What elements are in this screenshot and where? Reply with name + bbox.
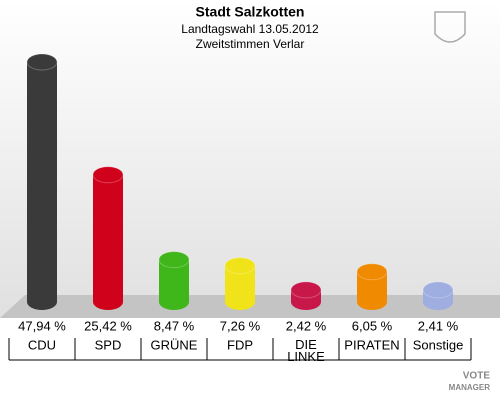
value-label: 2,41 % — [418, 318, 459, 333]
x-tick-label: SPD — [95, 337, 122, 352]
x-tick-label: Sonstige — [413, 337, 464, 352]
chart-subtitle: Landtagswahl 13.05.2012 — [181, 22, 319, 36]
value-label: 47,94 % — [18, 318, 66, 333]
chart-title: Stadt Salzkotten — [196, 4, 305, 20]
value-label: 2,42 % — [286, 318, 327, 333]
bar-cap — [290, 281, 322, 299]
bar-cap — [158, 251, 190, 269]
bar-cap — [356, 263, 388, 281]
x-tick-label: GRÜNE — [151, 337, 198, 352]
x-tick-label: FDP — [227, 337, 253, 352]
bar-cap — [92, 166, 124, 184]
value-label: 25,42 % — [84, 318, 132, 333]
bar-cap — [422, 281, 454, 299]
bar — [93, 174, 123, 302]
watermark: VOTE — [463, 371, 491, 382]
value-label: 8,47 % — [154, 318, 195, 333]
bar-cap — [26, 53, 58, 71]
x-tick-label: CDU — [28, 337, 56, 352]
chart-subtitle: Zweitstimmen Verlar — [196, 37, 305, 51]
bar-cap — [224, 257, 256, 275]
x-tick-label: DIE LINKE — [287, 337, 325, 364]
value-label: 7,26 % — [220, 318, 261, 333]
value-label: 6,05 % — [352, 318, 393, 333]
watermark: MANAGER — [449, 383, 491, 392]
emblem — [434, 11, 466, 43]
bar — [27, 62, 57, 302]
label-area — [0, 318, 500, 400]
x-tick-label: PIRATEN — [344, 337, 399, 352]
